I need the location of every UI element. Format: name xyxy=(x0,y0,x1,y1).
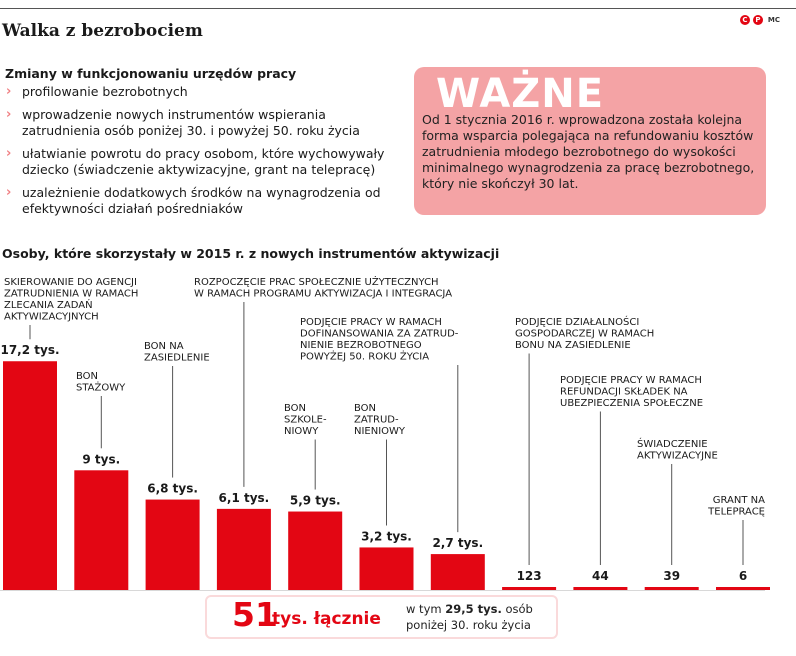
total-number: 51 xyxy=(232,595,278,634)
list-item: › uzależnienie dodatkowych środków na wyn… xyxy=(5,185,405,217)
bar-1 xyxy=(3,361,57,590)
category-label-4: ROZPOCZĘCIE PRAC SPOŁECZNIE UŻYTECZNYCH W… xyxy=(194,275,452,300)
bar-6 xyxy=(359,547,414,590)
bar-3 xyxy=(145,499,200,590)
value-label-8: 123 xyxy=(517,569,542,583)
value-label-10: 39 xyxy=(663,569,680,583)
category-label-7: PODJĘCIE PRACY W RAMACH DOFINANSOWANIA ZA… xyxy=(300,317,459,363)
chevron-right-icon: › xyxy=(6,107,12,122)
chevron-right-icon: › xyxy=(6,185,12,200)
bar-2 xyxy=(74,470,129,590)
value-label-1: 17,2 tys. xyxy=(0,343,59,357)
list-item-text: wprowadzenie nowych instrumentów wspiera… xyxy=(22,107,360,138)
category-label-11: GRANT NA TELEPRACĘ xyxy=(707,495,765,518)
brand-p-icon: P xyxy=(752,15,763,25)
category-label-5: BON SZKOLE-NIOWY xyxy=(284,403,327,437)
bar-4 xyxy=(216,508,271,590)
chart-title: Osoby, które skorzystały w 2015 r. z now… xyxy=(2,246,500,261)
changes-title: Zmiany w funkcjonowaniu urzędów pracy xyxy=(5,66,297,81)
chevron-right-icon: › xyxy=(6,84,12,99)
important-box: WAŻNE Od 1 stycznia 2016 r. wprowadzona … xyxy=(414,67,766,215)
value-label-4: 6,1 tys. xyxy=(219,491,270,505)
list-item-text: profilowanie bezrobotnych xyxy=(22,84,188,99)
category-label-10: ŚWIADCZENIE AKTYWIZACYJNE xyxy=(637,437,718,462)
list-item-text: uzależnienie dodatkowych środków na wyna… xyxy=(22,185,381,216)
total-sub-bold: 29,5 tys. xyxy=(445,602,502,616)
total-breakdown: w tym 29,5 tys. osób poniżej 30. roku ży… xyxy=(406,601,556,633)
category-label-1: SKIEROWANIE DO AGENCJI ZATRUDNIENIA W RAM… xyxy=(4,277,138,323)
value-label-9: 44 xyxy=(592,569,609,583)
category-label-2: BON STAŻOWY xyxy=(76,371,126,394)
bar-9 xyxy=(573,587,628,590)
list-item: › ułatwianie powrotu do pracy osobom, któ… xyxy=(5,146,405,178)
list-item: › wprowadzenie nowych instrumentów wspier… xyxy=(5,107,405,139)
bar-chart: 17,2 tys. SKIEROWANIE DO AGENCJI ZATRUDNIE… xyxy=(0,275,770,591)
list-item: › profilowanie bezrobotnych xyxy=(5,84,405,100)
category-label-3: BON NA ZASIEDLENIE xyxy=(144,341,210,364)
bar-5 xyxy=(288,511,343,590)
value-label-6: 3,2 tys. xyxy=(361,529,412,543)
brand-mc: MC xyxy=(767,16,780,24)
value-label-3: 6,8 tys. xyxy=(147,482,198,496)
important-heading: WAŻNE xyxy=(436,71,605,117)
value-label-5: 5,9 tys. xyxy=(290,494,341,508)
total-sub-prefix: w tym xyxy=(406,602,442,616)
total-box: 51 tys. łącznie w tym 29,5 tys. osób pon… xyxy=(205,595,558,639)
list-item-text: ułatwianie powrotu do pracy osobom, któr… xyxy=(22,146,385,177)
top-rule xyxy=(0,8,796,9)
category-label-8: PODJĘCIE DZIAŁALNOŚCI GOSPODARCZEJ W RAMA… xyxy=(515,315,654,351)
total-sub-suffix: osób poniżej 30. roku życia xyxy=(406,602,533,632)
value-label-11: 6 xyxy=(739,569,747,583)
bar-10 xyxy=(644,587,699,590)
brand-c-icon: C xyxy=(739,15,750,25)
value-label-2: 9 tys. xyxy=(82,452,120,466)
value-label-7: 2,7 tys. xyxy=(432,536,483,550)
brand-logo: C P MC xyxy=(739,15,780,25)
changes-list: › profilowanie bezrobotnych › wprowadzenie… xyxy=(5,84,405,224)
total-label: tys. łącznie xyxy=(272,609,381,629)
bar-7 xyxy=(430,554,485,590)
page-title: Walka z bezrobociem xyxy=(2,21,203,41)
important-text: Od 1 stycznia 2016 r. wprowadzona został… xyxy=(422,112,755,191)
bar-8 xyxy=(502,587,557,590)
bar-11 xyxy=(716,587,770,590)
category-label-6: BON ZATRUD-NIENIOWY xyxy=(354,403,406,437)
chevron-right-icon: › xyxy=(6,146,12,161)
category-label-9: PODJĘCIE PRACY W RAMACH REFUNDACJI SKŁADE… xyxy=(560,375,703,409)
